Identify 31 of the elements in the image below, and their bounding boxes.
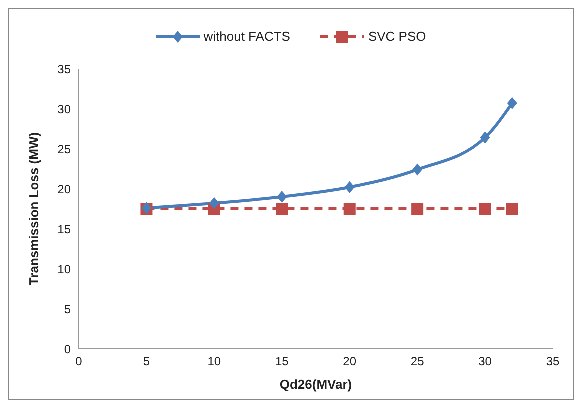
point (412, 164, 423, 176)
x-tick-label: 0 (76, 354, 83, 369)
x-tick-label: 5 (143, 354, 150, 369)
x-tick-label: 35 (546, 354, 560, 369)
point (209, 197, 220, 210)
legend-label: SVC PSO (367, 29, 426, 44)
y-tick-label: 25 (58, 142, 72, 156)
y-axis-title: Transmission Loss (MW) (26, 132, 42, 286)
x-tick-label: 10 (208, 354, 222, 369)
legend-label: without FACTS (202, 29, 290, 44)
point (276, 203, 288, 215)
point (507, 97, 518, 110)
x-tick-label: 15 (275, 354, 290, 369)
point (480, 132, 490, 144)
point (277, 191, 288, 203)
point (506, 203, 518, 215)
y-tick-label: 30 (58, 102, 72, 116)
point (412, 203, 424, 215)
y-tick-label: 15 (58, 222, 72, 236)
x-tick-label: 30 (478, 354, 492, 369)
point (479, 203, 492, 215)
y-tick-label: 0 (64, 342, 72, 356)
point (344, 181, 355, 194)
y-tick-label: 20 (58, 182, 72, 196)
y-tick-label: 35 (58, 62, 72, 76)
x-axis-title: Qd26(MVar) (280, 377, 352, 392)
x-tick-label: 20 (343, 354, 357, 369)
y-tick-label: 10 (58, 262, 72, 276)
x-tick-label: 25 (410, 354, 425, 369)
y-tick-label: 5 (64, 302, 72, 316)
point (344, 203, 356, 215)
